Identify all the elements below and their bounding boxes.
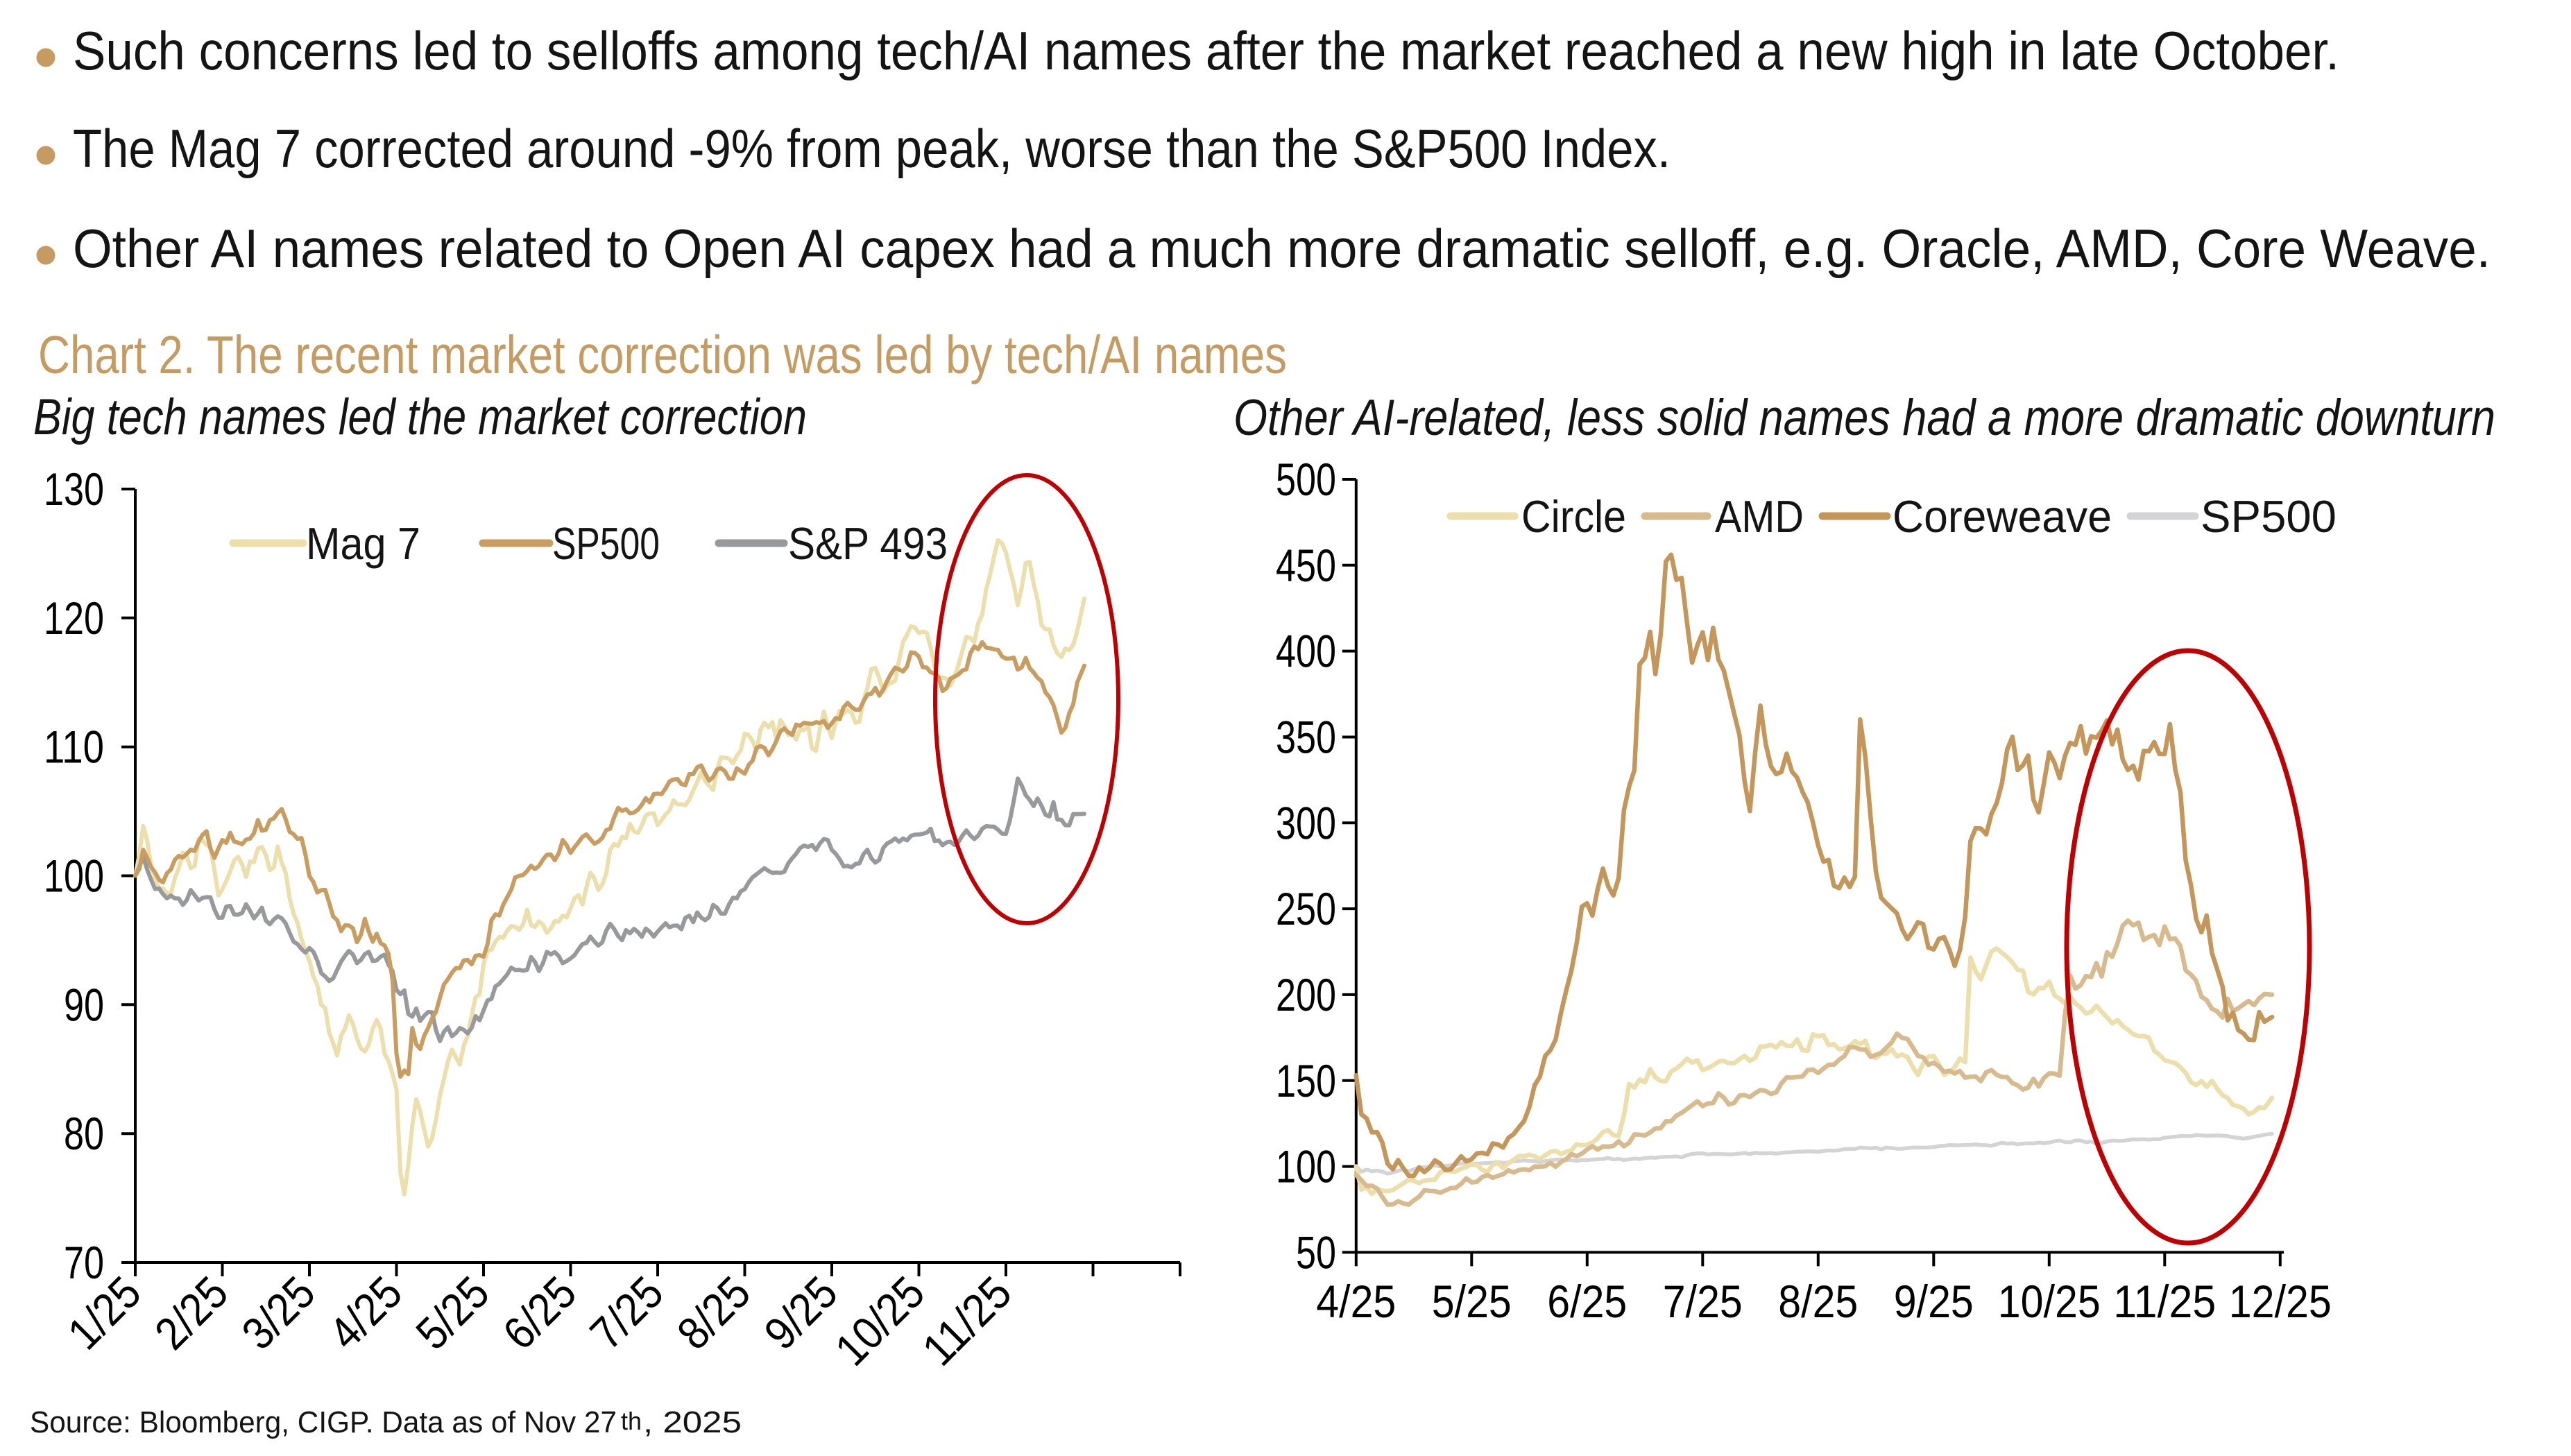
svg-text:500: 500 xyxy=(1276,454,1336,505)
svg-text:SP500: SP500 xyxy=(2201,491,2337,542)
svg-text:300: 300 xyxy=(1276,797,1336,848)
svg-text:10/25: 10/25 xyxy=(1998,1276,2101,1327)
svg-text:Coreweave: Coreweave xyxy=(1893,491,2112,542)
svg-text:130: 130 xyxy=(44,463,104,515)
svg-text:Mag 7: Mag 7 xyxy=(306,518,420,569)
svg-text:150: 150 xyxy=(1276,1055,1336,1106)
svg-text:350: 350 xyxy=(1276,712,1336,763)
svg-text:12/25: 12/25 xyxy=(2229,1276,2332,1327)
svg-text:Circle: Circle xyxy=(1521,491,1626,542)
svg-text:100: 100 xyxy=(1276,1141,1336,1192)
svg-text:8/25: 8/25 xyxy=(667,1267,760,1360)
svg-text:80: 80 xyxy=(64,1108,104,1159)
svg-text:11/25: 11/25 xyxy=(912,1267,1021,1376)
svg-text:5/25: 5/25 xyxy=(1432,1276,1512,1327)
svg-text:6/25: 6/25 xyxy=(493,1267,586,1360)
svg-text:450: 450 xyxy=(1276,540,1336,591)
svg-text:8/25: 8/25 xyxy=(1778,1276,1858,1327)
svg-text:Such concerns led to selloffs: Such concerns led to selloffs among tech… xyxy=(73,20,2339,81)
svg-text:10/25: 10/25 xyxy=(825,1267,934,1376)
svg-text:120: 120 xyxy=(44,592,104,644)
svg-text:Chart 2. The recent market cor: Chart 2. The recent market correction wa… xyxy=(38,325,1287,385)
svg-text:250: 250 xyxy=(1276,883,1336,934)
svg-text:110: 110 xyxy=(44,721,104,773)
svg-text:Other AI-related, less solid n: Other AI-related, less solid names had a… xyxy=(1233,390,2495,446)
svg-text:100: 100 xyxy=(44,850,104,902)
svg-text:70: 70 xyxy=(64,1237,104,1288)
svg-text:The Mag 7 corrected around -9%: The Mag 7 corrected around -9% from peak… xyxy=(73,118,1671,179)
svg-text:7/25: 7/25 xyxy=(1663,1276,1743,1327)
svg-text:, 2025: , 2025 xyxy=(643,1405,742,1439)
svg-text:6/25: 6/25 xyxy=(1547,1276,1627,1327)
svg-text:3/25: 3/25 xyxy=(232,1267,325,1360)
svg-text:Big tech names led the market: Big tech names led the market correction xyxy=(33,389,807,445)
svg-text:200: 200 xyxy=(1276,969,1336,1020)
svg-text:Source: Bloomberg, CIGP. Data: Source: Bloomberg, CIGP. Data as of Nov … xyxy=(30,1405,617,1439)
svg-text:5/25: 5/25 xyxy=(406,1267,499,1360)
svg-text:2/25: 2/25 xyxy=(145,1267,238,1360)
svg-text:400: 400 xyxy=(1276,626,1336,677)
svg-text:11/25: 11/25 xyxy=(2113,1276,2216,1327)
svg-text:50: 50 xyxy=(1296,1226,1336,1278)
svg-text:S&P 493: S&P 493 xyxy=(788,518,948,569)
svg-text:90: 90 xyxy=(64,979,104,1030)
svg-text:9/25: 9/25 xyxy=(1894,1276,1974,1327)
svg-text:th: th xyxy=(621,1407,642,1435)
svg-text:AMD: AMD xyxy=(1715,491,1804,542)
svg-text:Other AI names related to Open: Other AI names related to Open AI capex … xyxy=(73,218,2491,279)
svg-text:7/25: 7/25 xyxy=(580,1267,673,1360)
svg-text:4/25: 4/25 xyxy=(1316,1276,1396,1327)
svg-text:4/25: 4/25 xyxy=(319,1267,412,1360)
svg-text:SP500: SP500 xyxy=(552,518,660,569)
